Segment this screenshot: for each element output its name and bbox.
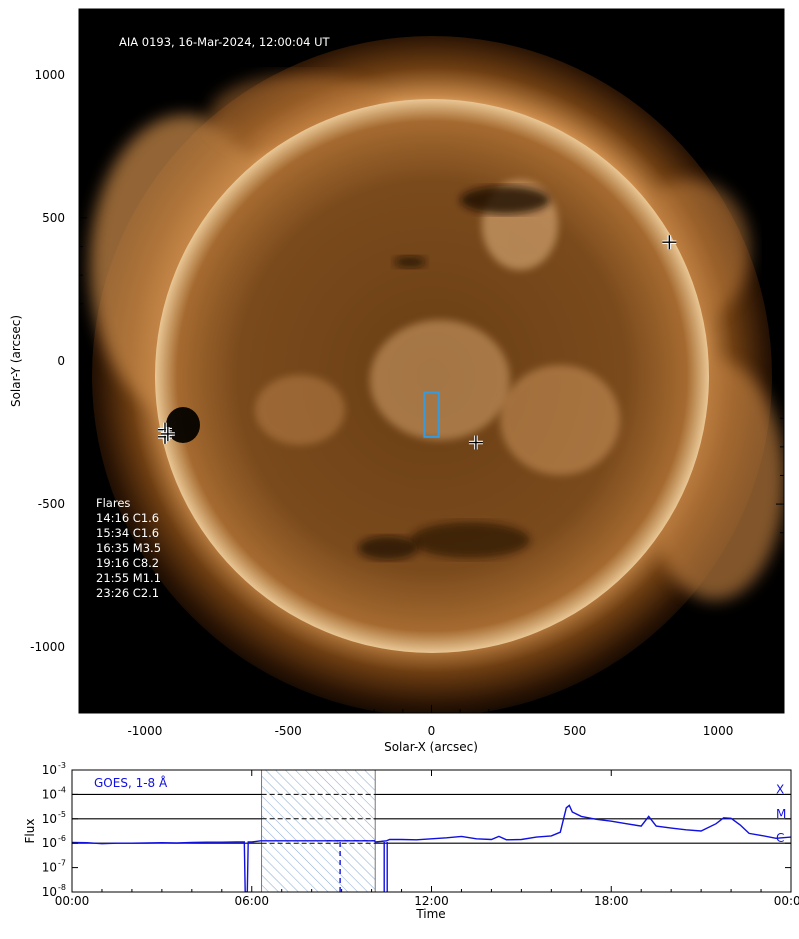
active-region-center	[370, 320, 510, 440]
goes-y-tick-label: 10	[42, 861, 57, 875]
flare-entry: 23:26 C2.1	[96, 586, 159, 600]
goes-y-tick-label: 10	[42, 812, 57, 826]
flare-marker	[662, 235, 677, 250]
aia-image-panel: AIA 0193, 16-Mar-2024, 12:00:04 UT Flare…	[9, 8, 785, 754]
flare-marker	[468, 435, 483, 450]
flare-marker	[160, 426, 175, 441]
flare-markers	[157, 235, 677, 450]
flare-list-heading: Flares	[96, 496, 130, 510]
y-tick-label: 500	[42, 211, 65, 225]
goes-y-tick-exponent: -7	[58, 859, 66, 868]
active-region-west	[500, 365, 620, 475]
y-tick-label: -1000	[30, 640, 65, 654]
data-gap-hatched-region	[261, 769, 376, 893]
goes-x-tick-label: 06:00	[234, 894, 269, 908]
class-label: C	[776, 831, 784, 845]
disk-features	[166, 180, 620, 560]
y-tick-label: 0	[57, 354, 65, 368]
goes-y-tick-exponent: -5	[58, 810, 66, 819]
solar-image: AIA 0193, 16-Mar-2024, 12:00:04 UT Flare…	[79, 9, 784, 713]
image-x-axis-title: Solar-X (arcsec)	[384, 740, 478, 754]
goes-y-tick-exponent: -8	[58, 883, 66, 892]
dark-filament-north	[394, 256, 426, 268]
goes-y-tick-label: 10	[42, 836, 57, 850]
goes-y-tick-exponent: -3	[58, 761, 66, 770]
x-tick-label: 0	[428, 724, 436, 738]
y-tick-label: 1000	[34, 68, 65, 82]
goes-y-tick-exponent: -4	[58, 785, 66, 794]
goes-x-tick-label: 18:00	[594, 894, 629, 908]
goes-x-tick-label: 00:00	[774, 894, 799, 908]
goes-x-tick-label: 12:00	[414, 894, 449, 908]
dark-filament-south	[358, 536, 418, 560]
class-label: X	[776, 782, 784, 796]
x-tick-label: -500	[275, 724, 302, 738]
goes-plot-area	[72, 770, 791, 892]
x-tick-label: 500	[563, 724, 586, 738]
goes-flux-line	[72, 804, 791, 892]
class-label: M	[776, 807, 786, 821]
goes-y-tick-label: 10	[42, 885, 57, 899]
y-tick-label: -500	[38, 497, 65, 511]
flare-entry: 14:16 C1.6	[96, 511, 159, 525]
x-tick-label: -1000	[127, 724, 162, 738]
x-tick-label: 1000	[703, 724, 734, 738]
goes-axis-ticks	[71, 769, 792, 893]
coronal-hole-south	[410, 522, 530, 558]
goes-x-axis-title: Time	[415, 907, 445, 921]
goes-flux-line-gap	[326, 840, 375, 892]
coronal-hole-north	[460, 186, 550, 214]
goes-x-tick-label: 00:00	[55, 894, 90, 908]
goes-class-labels: XMC	[776, 782, 786, 845]
flare-entry: 21:55 M1.1	[96, 571, 161, 585]
flare-list: Flares 14:16 C1.6 15:34 C1.6 16:35 M3.5 …	[96, 496, 161, 600]
active-region-east	[255, 375, 345, 445]
goes-legend-label: GOES, 1-8 Å	[94, 775, 168, 790]
flare-marker	[157, 429, 172, 444]
flare-entry: 19:16 C8.2	[96, 556, 159, 570]
goes-axis-tick-labels: 00:0006:0012:0018:0000:0010-310-410-510-…	[42, 761, 799, 908]
goes-y-tick-exponent: -6	[58, 834, 66, 843]
goes-y-tick-label: 10	[42, 787, 57, 801]
image-axis-ticks	[79, 9, 784, 713]
goes-lightcurve-panel: 00:0006:0012:0018:0000:0010-310-410-510-…	[23, 761, 799, 921]
goes-y-axis-title: Flux	[23, 819, 37, 844]
flare-entry: 15:34 C1.6	[96, 526, 159, 540]
image-axis-tick-labels: -1000 -500 0 500 1000 -1000 -500 0 500 1000	[30, 68, 733, 738]
image-y-axis-title: Solar-Y (arcsec)	[9, 315, 23, 407]
goes-y-tick-label: 10	[42, 763, 57, 777]
region-of-interest-box	[423, 391, 440, 438]
image-title: AIA 0193, 16-Mar-2024, 12:00:04 UT	[119, 35, 331, 49]
flare-entry: 16:35 M3.5	[96, 541, 161, 555]
